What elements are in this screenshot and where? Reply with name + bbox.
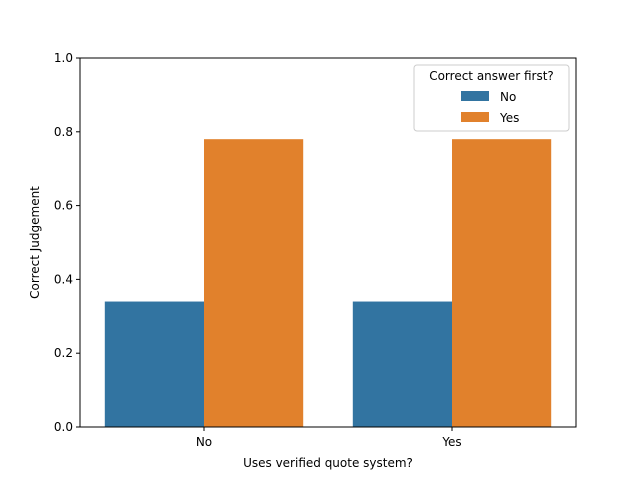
y-axis-ticks: 0.0 0.2 0.4 0.6 0.8 1.0 [54,51,80,434]
bar-no-no [104,301,204,427]
y-axis-label: Correct Judgement [28,186,42,299]
plot-frame [79,57,577,428]
y-tick-label: 0.8 [54,125,73,139]
x-tick-label: No [196,435,212,449]
y-tick-label: 0.0 [54,420,73,434]
y-tick-label: 0.6 [54,199,73,213]
legend-swatch-yes [461,112,489,122]
bar-no-yes [352,301,452,427]
legend-swatch-no [461,91,489,101]
x-tick-label: Yes [441,435,461,449]
legend-title: Correct answer first? [429,69,554,83]
legend-box [413,64,570,132]
bars-layer [104,139,552,427]
y-tick-label: 0.4 [54,272,73,286]
legend: Correct answer first? No Yes [413,64,570,132]
bar-yes-no [204,139,304,427]
y-tick-label: 0.2 [54,346,73,360]
x-axis-label: Uses verified quote system? [243,456,413,470]
bar-yes-yes [452,139,552,427]
legend-items: No Yes [461,90,519,125]
legend-label-no: No [500,90,516,104]
x-axis-ticks: No Yes [196,427,462,449]
y-tick-label: 1.0 [54,51,73,65]
legend-label-yes: Yes [499,111,519,125]
